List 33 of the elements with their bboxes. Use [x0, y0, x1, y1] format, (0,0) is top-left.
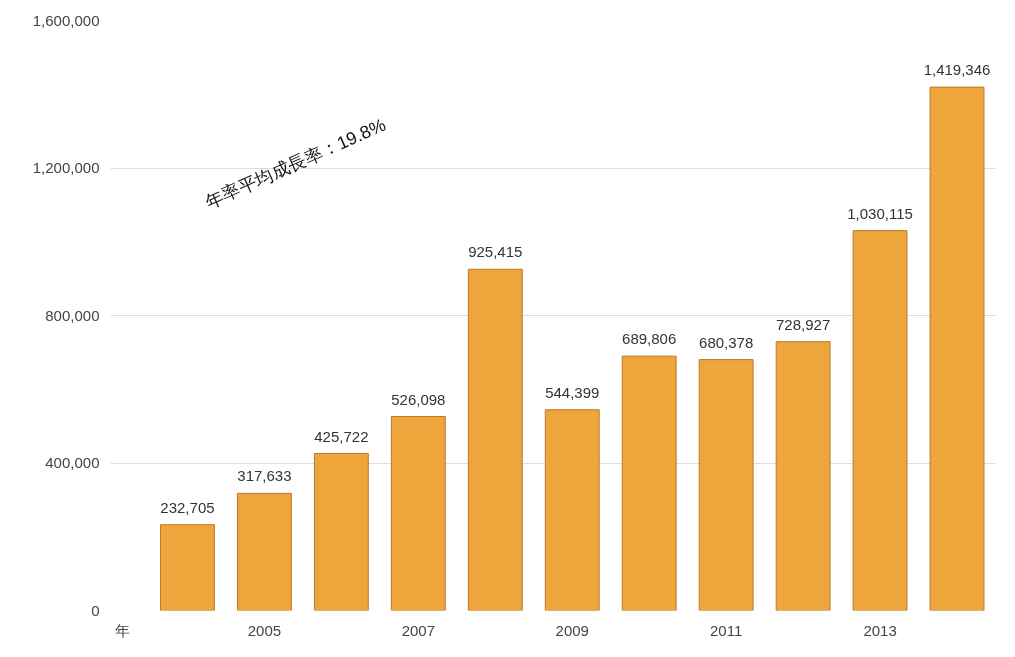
bar [467, 268, 523, 611]
bar [698, 359, 754, 611]
y-tick-label: 400,000 [45, 454, 100, 471]
y-tick-label: 1,200,000 [32, 159, 100, 176]
data-label: 425,722 [314, 427, 369, 445]
x-tick-label: 2011 [710, 621, 743, 639]
data-label: 232,705 [160, 498, 215, 516]
data-label: 1,030,115 [847, 204, 913, 222]
bar [236, 492, 292, 611]
bar [621, 355, 677, 611]
data-label: 728,927 [776, 315, 831, 333]
bar [852, 230, 908, 611]
data-label: 317,633 [237, 467, 292, 485]
bar [929, 86, 985, 611]
bar [160, 524, 215, 611]
data-label: 526,098 [391, 390, 446, 408]
bar [775, 341, 831, 611]
data-label: 689,806 [622, 330, 677, 348]
x-axis-title: 年 [114, 621, 130, 639]
bar [313, 453, 369, 611]
x-tick-label: 2005 [247, 621, 282, 639]
x-tick-label: 2007 [401, 621, 436, 639]
y-tick-label: 1,600,000 [32, 11, 100, 29]
x-tick-label: 2009 [555, 621, 589, 639]
y-tick-label: 800,000 [45, 306, 100, 324]
y-tick-label: 0 [91, 601, 100, 619]
bar [544, 409, 600, 611]
data-label: 680,378 [699, 333, 754, 351]
x-tick-label: 2013 [863, 621, 897, 639]
data-label: 544,399 [545, 383, 600, 401]
data-label: 925,415 [468, 243, 523, 261]
data-label: 1,419,346 [923, 61, 991, 79]
bar [390, 416, 446, 611]
